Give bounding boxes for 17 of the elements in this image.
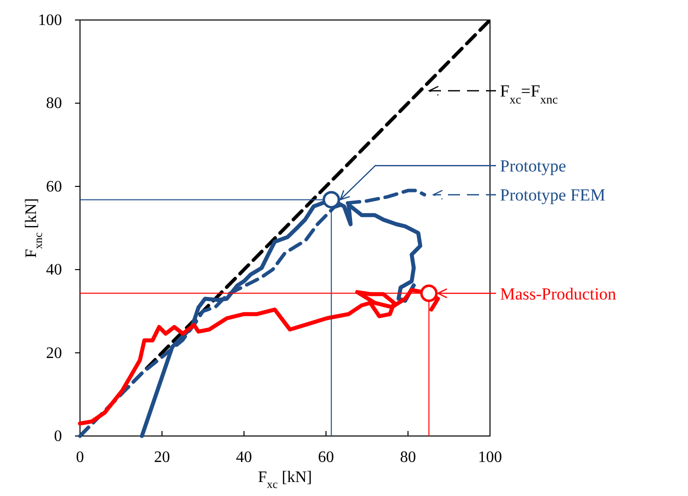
- y-tick-label: 100: [38, 12, 62, 29]
- y-tick-label: 60: [46, 178, 62, 196]
- text: Prototype: [500, 156, 566, 176]
- legend-label: Mass-Production: [500, 284, 617, 304]
- x-tick-label: 0: [76, 449, 84, 466]
- x-tick-label: 20: [154, 449, 170, 466]
- x-tick-label: 60: [318, 449, 334, 466]
- x-tick-label: 40: [236, 449, 252, 466]
- y-tick-label: 0: [54, 428, 62, 445]
- x-tick-label: 100: [478, 449, 502, 466]
- legend-label: F$_{xc}$=F$_{xnc}$: [500, 82, 558, 107]
- x-axis-title: F$_{xc}$ [kN]: [258, 469, 312, 491]
- x-tick-label: 80: [400, 449, 416, 466]
- y-tick-label: 20: [46, 344, 62, 362]
- legend-label: Prototype FEM: [500, 186, 606, 205]
- y-tick-label: 80: [46, 95, 62, 112]
- y-tick-label: 40: [46, 262, 62, 279]
